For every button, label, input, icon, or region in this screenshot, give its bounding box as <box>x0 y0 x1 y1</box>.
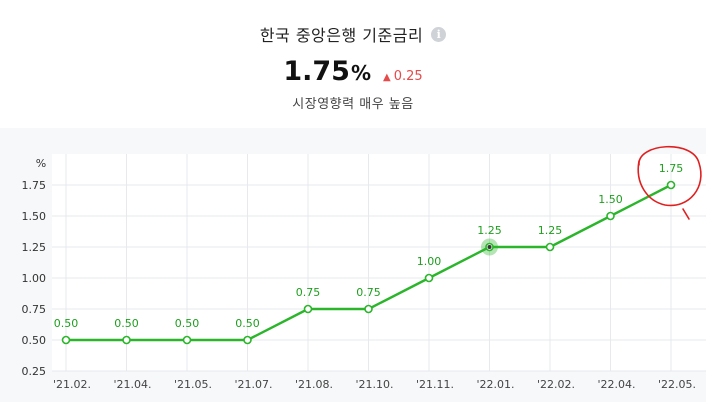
x-tick-label: '22.04. <box>597 378 635 391</box>
annotation-circle <box>637 145 702 220</box>
data-point <box>364 304 373 314</box>
rate-unit: % <box>350 61 371 85</box>
rate-value: 1.75 <box>283 56 350 87</box>
x-tick-label: '21.07. <box>234 378 272 391</box>
y-tick-label: 1.50 <box>22 210 47 223</box>
y-tick-label: 1.25 <box>22 241 47 254</box>
header: 한국 중앙은행 기준금리 i 1.75 % ▲ 0.25 시장영향력 매우 높음 <box>0 0 706 126</box>
y-tick-label: 0.25 <box>22 365 47 378</box>
data-point <box>424 273 434 283</box>
data-point <box>303 304 313 314</box>
data-label: 1.25 <box>538 224 563 237</box>
data-point <box>666 180 676 190</box>
data-label: 0.75 <box>296 286 321 299</box>
data-label: 0.75 <box>356 286 381 299</box>
title-row: 한국 중앙은행 기준금리 i <box>0 22 706 46</box>
chart-card <box>52 154 706 371</box>
data-point <box>61 335 71 345</box>
x-tick-label: '22.05. <box>658 378 696 391</box>
y-tick-label: 1.75 <box>22 179 47 192</box>
data-label: 0.50 <box>175 317 200 330</box>
y-tick-label: 0.50 <box>22 334 47 347</box>
data-label: 0.50 <box>235 317 260 330</box>
data-label: 1.75 <box>659 162 684 175</box>
data-point <box>182 335 192 345</box>
data-label: 0.50 <box>54 317 79 330</box>
y-tick-label: 0.75 <box>22 303 47 316</box>
change-up-arrow-icon: ▲ <box>383 72 391 83</box>
change-value: 0.25 <box>393 69 423 84</box>
data-label: 0.50 <box>114 317 139 330</box>
page-title: 한국 중앙은행 기준금리 <box>259 26 424 45</box>
x-tick-label: '22.02. <box>537 378 575 391</box>
x-tick-label: '21.02. <box>53 378 91 391</box>
data-point <box>545 242 555 252</box>
x-tick-label: '21.08. <box>295 378 333 391</box>
y-tick-label: 1.00 <box>22 272 47 285</box>
market-impact-label: 시장영향력 매우 높음 <box>292 97 414 112</box>
x-tick-label: '21.04. <box>113 378 151 391</box>
y-axis-unit-label: % <box>36 157 46 170</box>
x-tick-label: '21.05. <box>174 378 212 391</box>
x-tick-label: '22.01. <box>476 378 514 391</box>
data-label: 1.50 <box>598 193 623 206</box>
rate-row: 1.75 % ▲ 0.25 <box>0 56 706 87</box>
data-label: 1.00 <box>417 255 442 268</box>
info-icon[interactable]: i <box>431 26 447 42</box>
data-point <box>606 211 615 221</box>
data-label: 1.25 <box>477 224 502 237</box>
x-tick-label: '21.10. <box>355 378 393 391</box>
highlight-dot <box>487 245 492 249</box>
data-point <box>243 335 252 345</box>
x-tick-label: '21.11. <box>416 378 454 391</box>
data-point <box>122 335 131 345</box>
